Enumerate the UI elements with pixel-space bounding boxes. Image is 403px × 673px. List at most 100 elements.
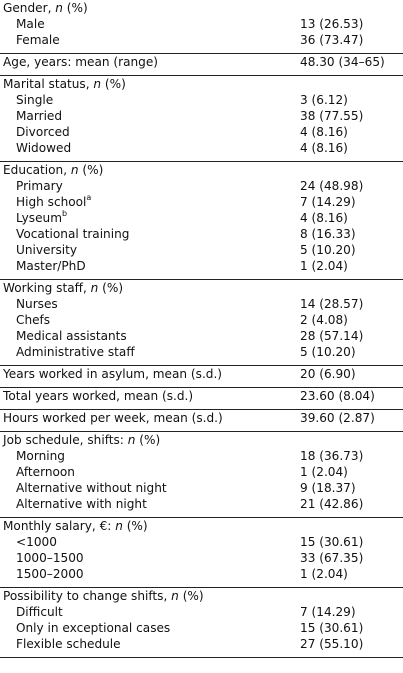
row-value: 4 (8.16) (300, 125, 348, 139)
row-value: 13 (26.53) (300, 17, 364, 31)
row-label: Primary (16, 179, 63, 193)
table-section-hours-worked-per-week-mean-s-d: Hours worked per week, mean (s.d.) 39.60 … (0, 410, 403, 432)
row-value: 28 (57.14) (300, 329, 364, 343)
row-label: High school (16, 195, 87, 209)
section-spacer (0, 582, 403, 586)
table-section-education-n: Education, n (%) Primary 24 (48.98) High sc… (0, 162, 403, 280)
section-header-value: 23.60 (8.04) (300, 389, 375, 403)
section-header-row: Monthly salary, €: n (%) (0, 518, 403, 534)
section-header-label: Total years worked, mean (s.d.) (3, 389, 194, 403)
row-value: 18 (36.73) (300, 449, 364, 463)
row-value: 15 (30.61) (300, 621, 364, 635)
row-label: 1000–1500 (16, 551, 84, 565)
row-value: 5 (10.20) (300, 345, 356, 359)
row-label: Afternoon (16, 465, 75, 479)
footnote-marker: b (61, 208, 68, 218)
row-value: 27 (55.10) (300, 637, 364, 651)
table-row: Master/PhD 1 (2.04) (0, 258, 403, 274)
table-row: Male 13 (26.53) (0, 16, 403, 32)
row-value: 9 (18.37) (300, 481, 356, 495)
table-row: Lyseumb 4 (8.16) (0, 208, 403, 226)
row-label: Nurses (16, 297, 58, 311)
section-header-row: Gender, n (%) (0, 0, 403, 16)
table-row: Widowed 4 (8.16) (0, 140, 403, 156)
section-header-label: Marital status, n (%) (3, 77, 126, 91)
table-row: Vocational training 8 (16.33) (0, 226, 403, 242)
table-section-monthly-salary-n: Monthly salary, €: n (%) <1000 15 (30.61) 1… (0, 518, 403, 588)
row-label: Administrative staff (16, 345, 135, 359)
section-header-row: Years worked in asylum, mean (s.d.) 20 (6… (0, 366, 403, 382)
table-row: Administrative staff 5 (10.20) (0, 344, 403, 360)
row-label: 1500–2000 (16, 567, 84, 581)
section-header-label: Education, n (%) (3, 163, 104, 177)
table-row: High schoola 7 (14.29) (0, 193, 403, 210)
row-label: Difficult (16, 605, 63, 619)
section-header-row: Working staff, n (%) (0, 280, 403, 296)
table-row: Divorced 4 (8.16) (0, 124, 403, 140)
table-row: Alternative without night 9 (18.37) (0, 480, 403, 496)
row-label: University (16, 243, 78, 257)
row-value: 15 (30.61) (300, 535, 364, 549)
table-row: Primary 24 (48.98) (0, 178, 403, 194)
row-value: 2 (4.08) (300, 313, 348, 327)
row-label: Flexible schedule (16, 637, 121, 651)
table-row: Flexible schedule 27 (55.10) (0, 636, 403, 652)
table-section-possibility-to-change-shifts-n: Possibility to change shifts, n (%) Diffi… (0, 588, 403, 658)
row-label: Single (16, 93, 54, 107)
table-row: Female 36 (73.47) (0, 32, 403, 48)
row-value: 7 (14.29) (300, 195, 356, 209)
section-header-label: Years worked in asylum, mean (s.d.) (3, 367, 223, 381)
section-spacer (0, 360, 403, 364)
table-row: 1000–1500 33 (67.35) (0, 550, 403, 566)
section-header-label: Job schedule, shifts: n (%) (3, 433, 161, 447)
section-header-label: Age, years: mean (range) (3, 55, 159, 69)
table-row: Afternoon 1 (2.04) (0, 464, 403, 480)
section-header-row: Marital status, n (%) (0, 76, 403, 92)
table-section-age-years-mean-range: Age, years: mean (range) 48.30 (34–65) (0, 54, 403, 76)
table-row: <1000 15 (30.61) (0, 534, 403, 550)
section-spacer (0, 512, 403, 516)
row-value: 14 (28.57) (300, 297, 364, 311)
row-label: Widowed (16, 141, 72, 155)
row-value: 21 (42.86) (300, 497, 364, 511)
table-section-total-years-worked-mean-s-d: Total years worked, mean (s.d.) 23.60 (8.… (0, 388, 403, 410)
row-value: 8 (16.33) (300, 227, 356, 241)
table-row: Morning 18 (36.73) (0, 448, 403, 464)
section-header-label: Gender, n (%) (3, 1, 88, 15)
section-spacer (0, 426, 403, 430)
row-label: Married (16, 109, 63, 123)
table-section-working-staff-n: Working staff, n (%) Nurses 14 (28.57) Chef… (0, 280, 403, 366)
table-row: Only in exceptional cases 15 (30.61) (0, 620, 403, 636)
table-row: University 5 (10.20) (0, 242, 403, 258)
row-label: Medical assistants (16, 329, 127, 343)
row-label: Alternative with night (16, 497, 147, 511)
section-header-row: Hours worked per week, mean (s.d.) 39.60 … (0, 410, 403, 426)
section-header-row: Job schedule, shifts: n (%) (0, 432, 403, 448)
section-header-value: 39.60 (2.87) (300, 411, 375, 425)
table-row: Nurses 14 (28.57) (0, 296, 403, 312)
row-label: Lyseum (16, 211, 62, 225)
row-value: 1 (2.04) (300, 465, 348, 479)
row-label: Vocational training (16, 227, 130, 241)
table-row: Married 38 (77.55) (0, 108, 403, 124)
row-label: Only in exceptional cases (16, 621, 171, 635)
section-spacer (0, 156, 403, 160)
row-label: Master/PhD (16, 259, 86, 273)
row-value: 4 (8.16) (300, 141, 348, 155)
section-spacer (0, 404, 403, 408)
row-value: 5 (10.20) (300, 243, 356, 257)
table-row: Chefs 2 (4.08) (0, 312, 403, 328)
row-value: 1 (2.04) (300, 567, 348, 581)
section-header-row: Age, years: mean (range) 48.30 (34–65) (0, 54, 403, 70)
table-section-gender-n: Gender, n (%) Male 13 (26.53) Female 36 (73.… (0, 0, 403, 54)
row-value: 24 (48.98) (300, 179, 364, 193)
table-row: 1500–2000 1 (2.04) (0, 566, 403, 582)
section-spacer (0, 382, 403, 386)
section-header-row: Possibility to change shifts, n (%) (0, 588, 403, 604)
row-label: Chefs (16, 313, 51, 327)
section-spacer (0, 652, 403, 656)
section-header-label: Possibility to change shifts, n (%) (3, 589, 204, 603)
table-row: Alternative with night 21 (42.86) (0, 496, 403, 512)
section-header-row: Total years worked, mean (s.d.) 23.60 (8.… (0, 388, 403, 404)
table-row: Single 3 (6.12) (0, 92, 403, 108)
